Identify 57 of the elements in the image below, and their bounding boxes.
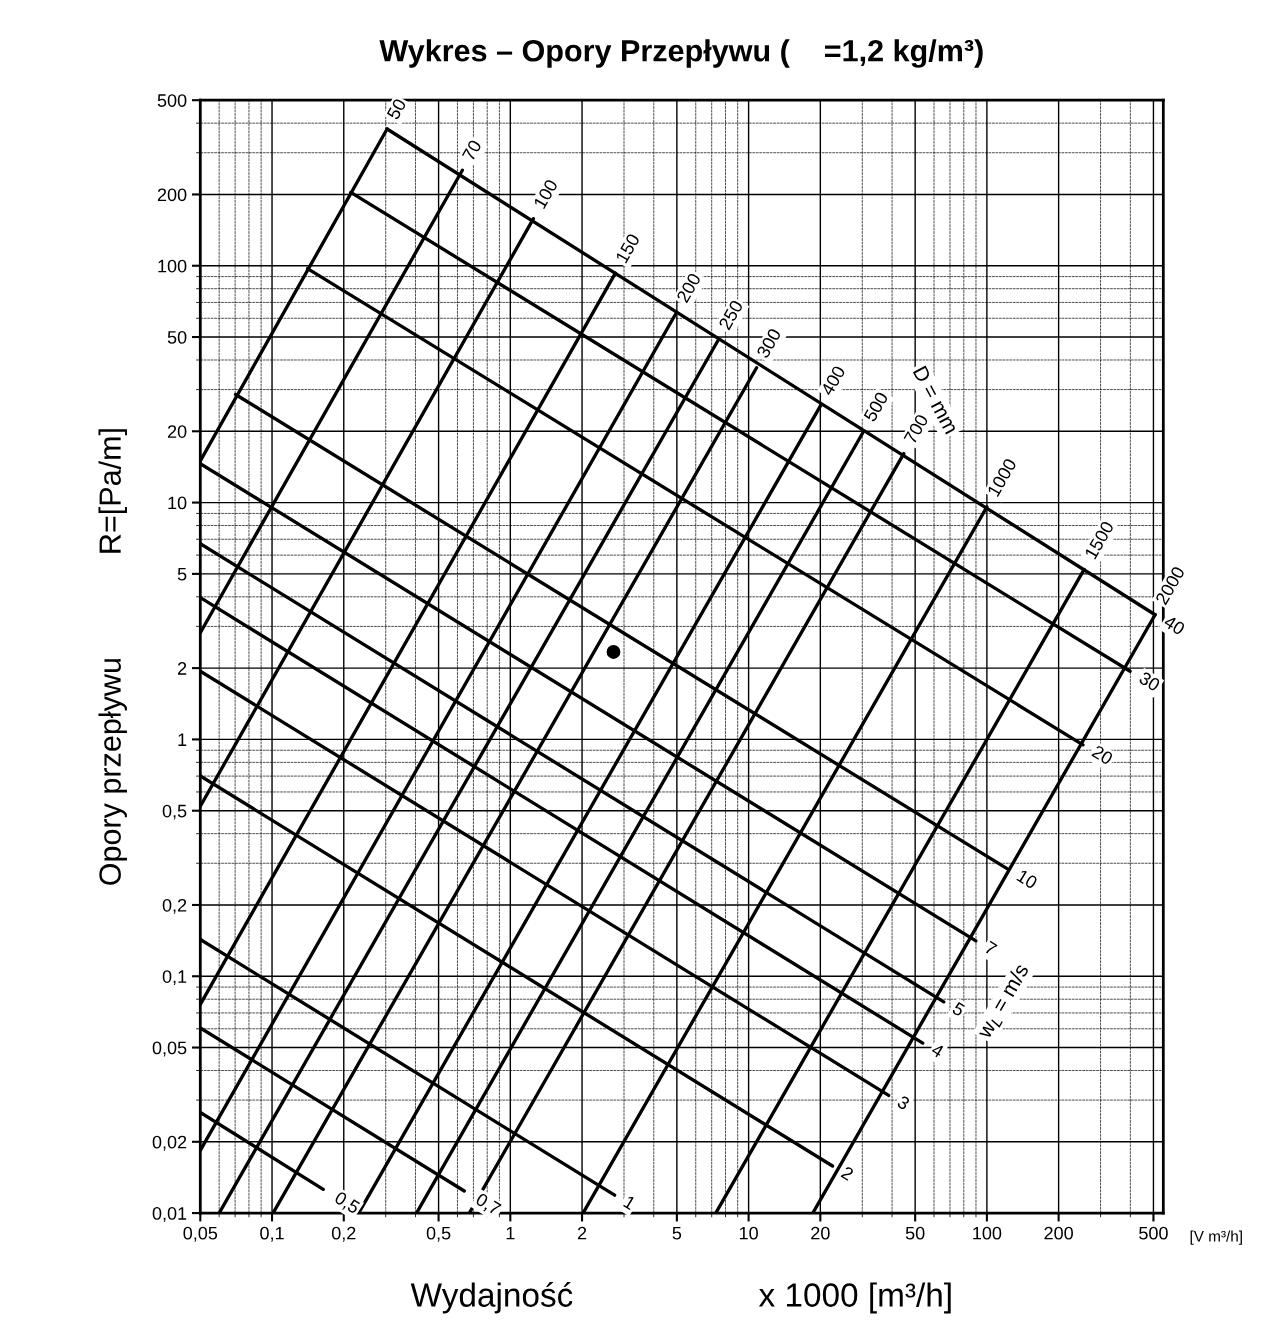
text: 3 xyxy=(896,1095,911,1111)
y-tick-label: 500 xyxy=(157,94,187,107)
text: 20 xyxy=(1091,744,1114,766)
text: 5 xyxy=(951,1001,966,1017)
text: 500 xyxy=(863,391,889,423)
y-tick-label: 0,02 xyxy=(152,1135,187,1151)
text: 40 xyxy=(1162,614,1186,636)
x-tick-label: 5 xyxy=(672,1226,682,1240)
text: [V m³/h] xyxy=(1190,1230,1242,1245)
x-tick-label: 0,2 xyxy=(331,1226,356,1242)
x-tick-label: 1 xyxy=(506,1226,515,1240)
y-tick-label: 5 xyxy=(177,567,187,581)
y-axis-title: Opory przepływu R=[Pa/m] xyxy=(98,429,127,885)
text: 1500 xyxy=(1084,520,1115,560)
text: 1 xyxy=(623,1195,637,1211)
annotation: w$_{L}$ = m/s xyxy=(975,962,1032,1042)
x-tick-label: 2 xyxy=(577,1226,587,1240)
y-tick-label: 0,5 xyxy=(162,804,187,820)
text: 2000 xyxy=(1154,565,1186,606)
text: 100 xyxy=(533,178,559,210)
text: 2 xyxy=(840,1165,855,1181)
text: 7 xyxy=(984,940,998,956)
y-tick-label: 20 xyxy=(167,425,187,438)
y-tick-label: 0,05 xyxy=(152,1041,187,1057)
chart-title: Wykres – Opory Przepływu ( =1,2 kg/m³) xyxy=(379,39,983,68)
text: 4 xyxy=(930,1042,945,1059)
x-tick-label: 50 xyxy=(905,1226,925,1240)
text: 0,7 xyxy=(473,1192,502,1218)
x-tick-label: 0,1 xyxy=(260,1226,284,1242)
x-axis-title: Wydajność x 1000 [m³/h] xyxy=(410,1282,951,1314)
text: 700 xyxy=(903,413,929,445)
text: 250 xyxy=(718,299,744,331)
y-tick-label: 10 xyxy=(168,496,187,510)
text: 0,5 xyxy=(332,1190,361,1216)
y-tick-label: 0,01 xyxy=(152,1207,187,1222)
text: 50 xyxy=(386,97,407,121)
text: 300 xyxy=(756,327,782,359)
x-tick-label: 0,5 xyxy=(426,1226,451,1242)
text: 200 xyxy=(676,272,702,304)
text: 400 xyxy=(820,364,846,397)
text: 30 xyxy=(1138,671,1161,692)
x-tick-label: 20 xyxy=(811,1226,830,1240)
y-tick-label: 0,1 xyxy=(162,970,187,986)
x-tick-label: 100 xyxy=(973,1226,1002,1240)
y-tick-label: 50 xyxy=(167,330,187,344)
text: 10 xyxy=(1016,869,1039,890)
y-tick-label: 0,2 xyxy=(162,898,187,914)
y-tick-label: 200 xyxy=(157,188,187,202)
y-tick-label: 1 xyxy=(178,733,187,746)
x-tick-label: 10 xyxy=(739,1226,758,1240)
text: 150 xyxy=(615,232,641,264)
x-tick-label: 200 xyxy=(1044,1226,1073,1240)
text: 1000 xyxy=(986,457,1017,498)
text: 70 xyxy=(461,139,482,162)
x-tick-label: 500 xyxy=(1139,1226,1168,1240)
y-tick-label: 100 xyxy=(158,259,187,273)
y-tick-label: 2 xyxy=(177,662,187,675)
